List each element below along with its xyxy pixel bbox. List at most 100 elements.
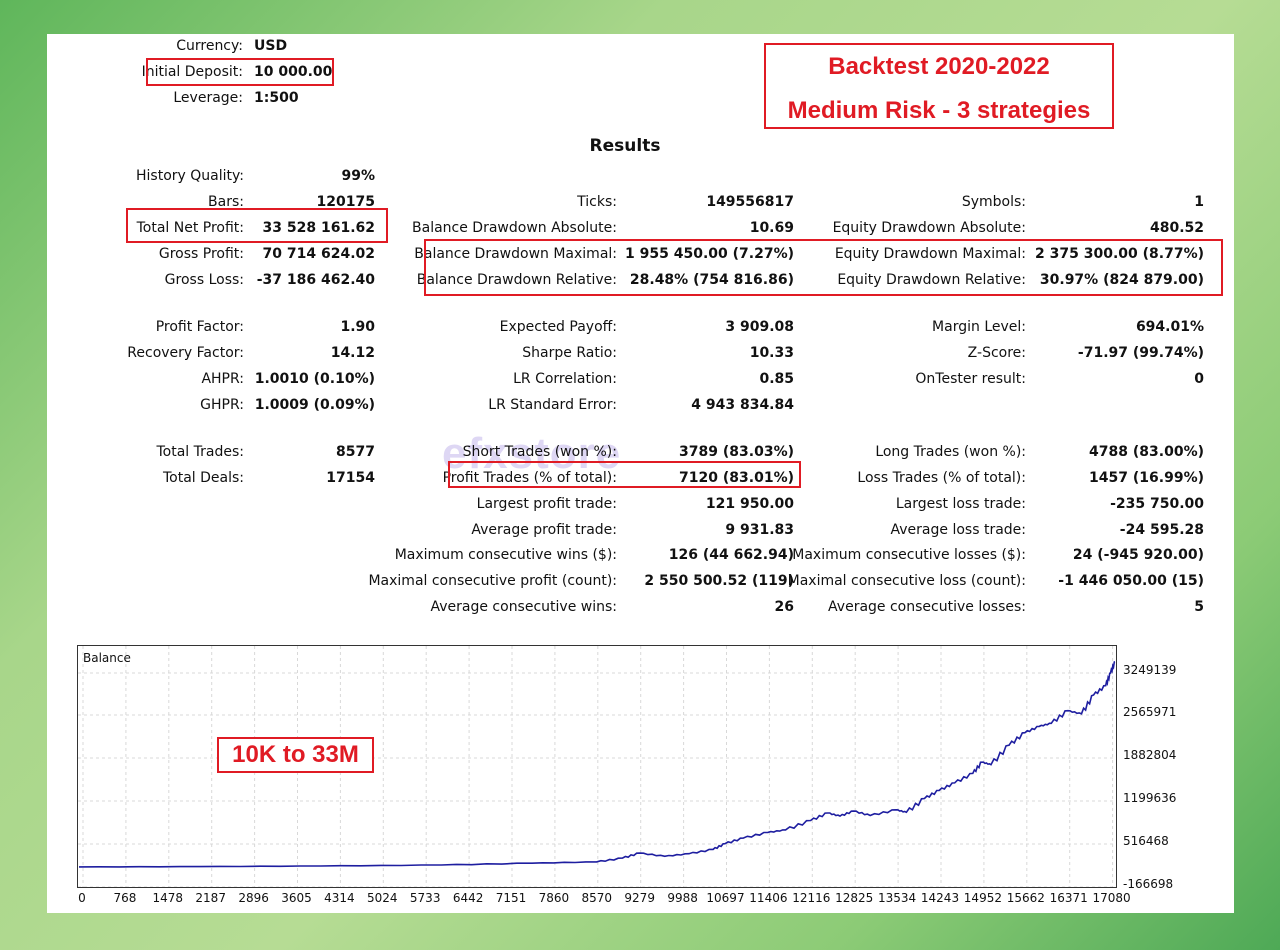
col1-value: 14.12 [330,345,375,361]
col2-value: 149556817 [706,194,794,210]
col2-value: 10.69 [749,220,794,236]
x-tick-label: 5024 [367,891,398,905]
col2-label: Maximum consecutive wins ($): [394,547,617,563]
x-tick-label: 768 [113,891,137,905]
x-tick-label: 17080 [1092,891,1131,905]
col2-value: 121 950.00 [705,496,794,512]
col1-label: Total Trades: [156,444,245,460]
x-tick-label: 16371 [1049,891,1088,905]
col3-value: 30.97% (824 879.00) [1039,272,1204,288]
col2-value: 1 955 450.00 (7.27%) [625,246,794,262]
col2-label: Ticks: [577,194,617,210]
col3-value: 1457 (16.99%) [1089,470,1204,486]
col3-label: Equity Drawdown Maximal: [834,246,1026,262]
report-panel: Currency: USD Initial Deposit: 10 000.00… [47,34,1234,913]
x-tick-label: 9988 [667,891,698,905]
col2-label: LR Standard Error: [488,397,617,413]
col3-value: 4788 (83.00%) [1089,444,1204,460]
col2-value: 9 931.83 [725,522,794,538]
col1-value: 8577 [336,444,375,460]
col3-label: Average consecutive losses: [828,599,1026,615]
col1-label: AHPR: [201,371,244,387]
col2-label: Average consecutive wins: [430,599,617,615]
col2-label: Expected Payoff: [499,319,617,335]
col1-value: 17154 [326,470,375,486]
deposit-label: Initial Deposit: [141,64,243,80]
col1-value: 120175 [316,194,375,210]
col3-label: Long Trades (won %): [875,444,1026,460]
x-tick-label: 12116 [792,891,831,905]
deposit-highlight [146,58,334,86]
col3-label: Loss Trades (% of total): [857,470,1026,486]
col3-value: -24 595.28 [1119,522,1204,538]
deposit-value: 10 000.00 [254,64,333,80]
x-tick-label: 2187 [195,891,226,905]
col1-label: Gross Loss: [164,272,244,288]
x-tick-label: 13534 [878,891,917,905]
x-tick-label: 1478 [152,891,184,905]
currency-value: USD [254,38,288,54]
col2-value: 0.85 [759,371,794,387]
col3-label: Z-Score: [967,345,1026,361]
col1-label: Total Deals: [162,470,244,486]
col1-label: Gross Profit: [158,246,244,262]
drawdown-highlight [424,239,1223,296]
leverage-value: 1:500 [254,90,299,106]
y-tick-label: 1199636 [1123,791,1177,805]
col1-value: 33 528 161.62 [262,220,375,236]
col1-value: 1.90 [340,319,375,335]
net-profit-highlight [126,208,388,243]
col2-value: 7120 (83.01%) [679,470,794,486]
chart-title: Balance [83,651,131,665]
col2-label: Balance Drawdown Relative: [416,272,617,288]
col3-value: 2 375 300.00 (8.77%) [1035,246,1204,262]
x-tick-label: 10697 [706,891,745,905]
col2-value: 2 550 500.52 (119) [644,573,794,589]
y-tick-label: -166698 [1123,877,1174,891]
y-tick-label: 2565971 [1123,705,1177,719]
x-tick-label: 12825 [835,891,874,905]
x-tick-label: 11406 [749,891,788,905]
y-tick-label: 3249139 [1123,663,1177,677]
col3-label: Maximum consecutive losses ($): [792,547,1026,563]
col3-label: Largest loss trade: [895,496,1026,512]
col2-label: LR Correlation: [513,371,617,387]
col1-value: 70 714 624.02 [262,246,375,262]
col2-label: Profit Trades (% of total): [442,470,617,486]
col1-label: Recovery Factor: [127,345,244,361]
col2-value: 4 943 834.84 [691,397,794,413]
col3-label: Margin Level: [932,319,1026,335]
y-tick-label: 516468 [1123,834,1169,848]
currency-label: Currency: [176,38,243,54]
x-tick-label: 4314 [324,891,355,905]
col2-value: 26 [774,599,794,615]
col3-value: 0 [1194,371,1204,387]
col2-label: Sharpe Ratio: [522,345,617,361]
col3-value: -1 446 050.00 (15) [1058,573,1204,589]
watermark-logo: efxstore [442,429,622,478]
col1-value: 99% [341,168,375,184]
col3-label: Equity Drawdown Absolute: [832,220,1026,236]
col3-label: Symbols: [961,194,1026,210]
banner-line-2: Medium Risk - 3 strategies [787,97,1091,124]
x-tick-label: 6442 [452,891,484,905]
x-tick-label: 5733 [409,891,441,905]
growth-annotation: 10K to 33M [217,737,374,773]
col1-value: 1.0010 (0.10%) [254,371,375,387]
leverage-label: Leverage: [173,90,243,106]
col3-label: Equity Drawdown Relative: [837,272,1026,288]
col2-value: 10.33 [749,345,794,361]
x-tick-label: 2896 [238,891,269,905]
col3-value: 24 (-945 920.00) [1072,547,1204,563]
col3-label: OnTester result: [915,371,1026,387]
balance-series-line [78,661,1116,868]
x-tick-label: 8570 [581,891,613,905]
col1-label: GHPR: [200,397,244,413]
col2-value: 28.48% (754 816.86) [629,272,794,288]
col2-value: 3789 (83.03%) [679,444,794,460]
col1-label: Bars: [208,194,244,210]
x-tick-label: 0 [78,891,86,905]
col2-label: Maximal consecutive profit (count): [368,573,617,589]
col1-label: History Quality: [136,168,244,184]
col2-label: Balance Drawdown Absolute: [412,220,617,236]
